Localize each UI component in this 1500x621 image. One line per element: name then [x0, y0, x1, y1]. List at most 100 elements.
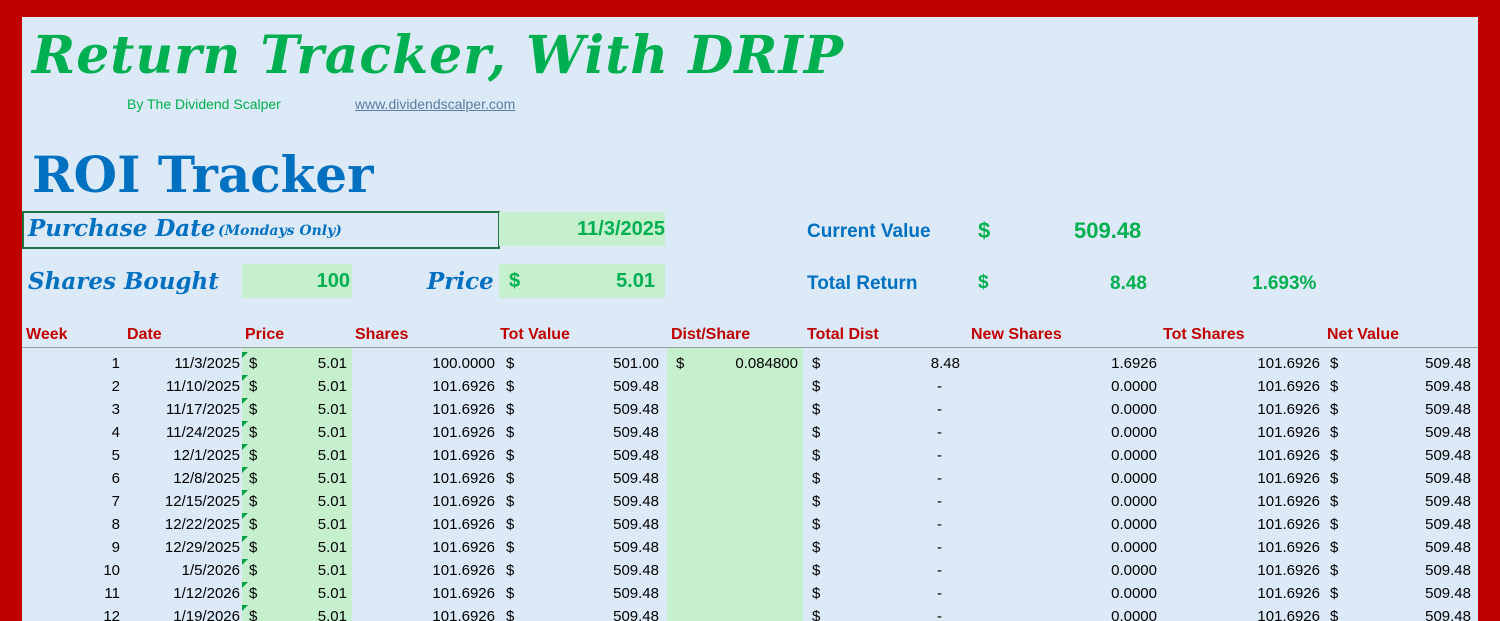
cell-tot-shares[interactable]: 101.6926 [1257, 585, 1320, 602]
cell-shares[interactable]: 101.6926 [432, 424, 495, 441]
cell-tot-shares[interactable]: 101.6926 [1257, 355, 1320, 372]
column-header[interactable]: Shares [355, 326, 409, 343]
cell-net-value[interactable]: 509.48 [1425, 585, 1471, 602]
cell-net-value[interactable]: 509.48 [1425, 539, 1471, 556]
cell-tot-value[interactable]: 509.48 [613, 539, 659, 556]
cell-total-dist[interactable]: 8.48 [930, 355, 960, 372]
cell-shares[interactable]: 101.6926 [432, 539, 495, 556]
cell-tot-shares[interactable]: 101.6926 [1257, 401, 1320, 418]
cell-total-dist[interactable]: - [937, 470, 942, 487]
column-header[interactable]: Tot Value [500, 326, 570, 343]
cell-date[interactable]: 11/3/2025 [174, 355, 240, 372]
cell-new-shares[interactable]: 1.6926 [1111, 355, 1157, 372]
cell-net-value[interactable]: 509.48 [1425, 493, 1471, 510]
cell-new-shares[interactable]: 0.0000 [1111, 378, 1157, 395]
column-header[interactable]: Week [26, 326, 68, 343]
cell-week[interactable]: 7 [111, 493, 120, 510]
cell-price[interactable]: 5.01 [317, 401, 347, 418]
cell-price[interactable]: 5.01 [317, 424, 347, 441]
cell-date[interactable]: 1/19/2026 [173, 608, 240, 621]
cell-new-shares[interactable]: 0.0000 [1111, 493, 1157, 510]
cell-new-shares[interactable]: 0.0000 [1111, 562, 1157, 579]
cell-net-value[interactable]: 509.48 [1425, 470, 1471, 487]
column-header[interactable]: Net Value [1327, 326, 1400, 343]
cell-shares[interactable]: 101.6926 [432, 608, 495, 621]
cell-new-shares[interactable]: 0.0000 [1111, 516, 1157, 533]
cell-tot-shares[interactable]: 101.6926 [1257, 516, 1320, 533]
column-header[interactable]: Dist/Share [671, 326, 751, 343]
cell-week[interactable]: 6 [111, 470, 120, 487]
cell-new-shares[interactable]: 0.0000 [1111, 539, 1157, 556]
cell-tot-shares[interactable]: 101.6926 [1257, 493, 1320, 510]
cell-tot-value[interactable]: 501.00 [613, 355, 659, 372]
purchase-date-input[interactable]: 11/3/2025 [499, 212, 665, 246]
column-header[interactable]: Date [127, 326, 162, 343]
cell-shares[interactable]: 101.6926 [432, 493, 495, 510]
website-link[interactable]: www.dividendscalper.com [355, 96, 516, 112]
cell-new-shares[interactable]: 0.0000 [1111, 470, 1157, 487]
cell-tot-value[interactable]: 509.48 [613, 378, 659, 395]
cell-price[interactable]: 5.01 [317, 562, 347, 579]
cell-week[interactable]: 1 [111, 355, 120, 372]
shares-bought-input[interactable]: 100 [242, 264, 352, 298]
cell-price[interactable]: 5.01 [317, 355, 347, 372]
cell-week[interactable]: 8 [111, 516, 120, 533]
cell-total-dist[interactable]: - [937, 447, 942, 464]
cell-date[interactable]: 1/12/2026 [173, 585, 240, 602]
cell-shares[interactable]: 101.6926 [432, 447, 495, 464]
cell-new-shares[interactable]: 0.0000 [1111, 585, 1157, 602]
cell-date[interactable]: 12/29/2025 [164, 539, 240, 556]
column-header[interactable]: New Shares [971, 326, 1062, 343]
cell-price[interactable]: 5.01 [317, 493, 347, 510]
cell-tot-value[interactable]: 509.48 [613, 424, 659, 441]
cell-new-shares[interactable]: 0.0000 [1111, 447, 1157, 464]
cell-net-value[interactable]: 509.48 [1425, 401, 1471, 418]
cell-shares[interactable]: 101.6926 [432, 562, 495, 579]
cell-net-value[interactable]: 509.48 [1425, 424, 1471, 441]
cell-week[interactable]: 12 [103, 608, 120, 621]
cell-net-value[interactable]: 509.48 [1425, 355, 1471, 372]
cell-date[interactable]: 1/5/2026 [181, 562, 240, 579]
cell-price[interactable]: 5.01 [317, 608, 347, 621]
cell-new-shares[interactable]: 0.0000 [1111, 424, 1157, 441]
column-header[interactable]: Tot Shares [1163, 326, 1245, 343]
cell-date[interactable]: 12/22/2025 [164, 516, 240, 533]
cell-date[interactable]: 11/10/2025 [166, 378, 240, 395]
cell-price[interactable]: 5.01 [317, 447, 347, 464]
cell-tot-value[interactable]: 509.48 [613, 516, 659, 533]
cell-total-dist[interactable]: - [937, 401, 942, 418]
cell-tot-shares[interactable]: 101.6926 [1257, 470, 1320, 487]
cell-week[interactable]: 2 [111, 378, 120, 395]
cell-date[interactable]: 11/24/2025 [166, 424, 240, 441]
cell-price[interactable]: 5.01 [317, 539, 347, 556]
cell-week[interactable]: 5 [111, 447, 120, 464]
cell-total-dist[interactable]: - [937, 378, 942, 395]
cell-week[interactable]: 9 [111, 539, 120, 556]
cell-tot-value[interactable]: 509.48 [613, 608, 659, 621]
cell-price[interactable]: 5.01 [317, 585, 347, 602]
cell-shares[interactable]: 101.6926 [432, 401, 495, 418]
cell-tot-value[interactable]: 509.48 [613, 470, 659, 487]
cell-tot-shares[interactable]: 101.6926 [1257, 608, 1320, 621]
cell-tot-shares[interactable]: 101.6926 [1257, 539, 1320, 556]
cell-dist-share[interactable]: 0.084800 [735, 355, 798, 372]
cell-tot-shares[interactable]: 101.6926 [1257, 424, 1320, 441]
cell-new-shares[interactable]: 0.0000 [1111, 401, 1157, 418]
cell-tot-shares[interactable]: 101.6926 [1257, 562, 1320, 579]
cell-tot-value[interactable]: 509.48 [613, 562, 659, 579]
cell-date[interactable]: 12/8/2025 [173, 470, 240, 487]
cell-date[interactable]: 12/15/2025 [164, 493, 240, 510]
cell-total-dist[interactable]: - [937, 585, 942, 602]
cell-shares[interactable]: 101.6926 [432, 585, 495, 602]
cell-week[interactable]: 11 [104, 585, 120, 602]
cell-tot-value[interactable]: 509.48 [613, 401, 659, 418]
cell-date[interactable]: 11/17/2025 [166, 401, 240, 418]
cell-net-value[interactable]: 509.48 [1425, 516, 1471, 533]
cell-shares[interactable]: 100.0000 [432, 355, 495, 372]
cell-tot-shares[interactable]: 101.6926 [1257, 378, 1320, 395]
cell-total-dist[interactable]: - [937, 424, 942, 441]
cell-net-value[interactable]: 509.48 [1425, 447, 1471, 464]
cell-date[interactable]: 12/1/2025 [173, 447, 240, 464]
cell-total-dist[interactable]: - [937, 562, 942, 579]
cell-price[interactable]: 5.01 [317, 470, 347, 487]
